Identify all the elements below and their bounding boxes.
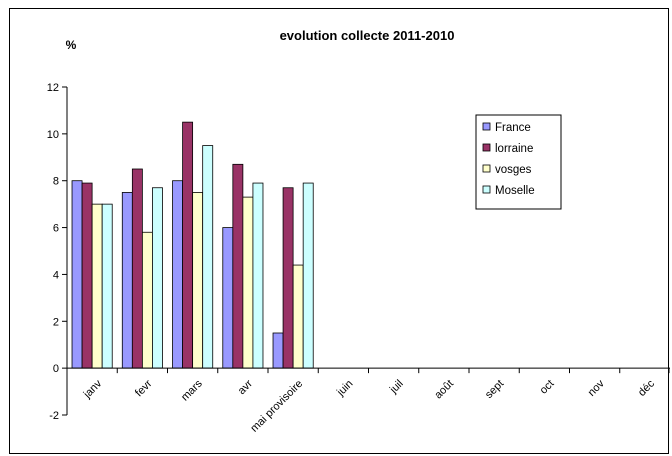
y-tick-label: 6	[53, 223, 59, 235]
x-tick-label: sept	[483, 378, 506, 401]
chart-frame: evolution collecte 2011-2010 % -2 0 2 4 6 8 10…	[9, 8, 670, 454]
y-tick-label: 4	[53, 269, 59, 281]
bar-lorraine-3	[232, 163, 244, 369]
bar-lorraine-4	[282, 187, 294, 369]
bar-vosges-0	[91, 203, 103, 369]
y-tick-label: 2	[53, 316, 59, 328]
y-tick-label: 0	[53, 363, 59, 375]
y-tick-label: 8	[53, 176, 59, 188]
bar-moselle-4	[302, 182, 314, 369]
x-tick-label: avr	[236, 378, 256, 398]
legend-label-france: France	[495, 122, 531, 134]
bars	[71, 121, 314, 369]
bar-lorraine-0	[81, 182, 93, 369]
bar-vosges-4	[292, 264, 304, 369]
legend-swatch-vosges	[482, 164, 491, 173]
bar-vosges-3	[242, 196, 254, 369]
chart-title: evolution collecte 2011-2010	[280, 28, 455, 43]
bar-france-0	[71, 180, 83, 369]
legend-swatch-lorraine	[482, 143, 491, 152]
legend-swatch-france	[482, 122, 491, 131]
y-axis-label: %	[66, 38, 77, 52]
legend-label-moselle: Moselle	[495, 185, 535, 197]
bar-france-1	[121, 192, 133, 369]
legend: France lorraine vosges Moselle	[475, 114, 562, 210]
x-tick-label: fevr	[133, 378, 155, 400]
bar-france-2	[172, 180, 183, 369]
x-tick-label: mars	[179, 377, 205, 403]
bar-france-3	[222, 227, 234, 369]
y-tick-label: 12	[47, 82, 59, 94]
bar-moselle-3	[252, 182, 264, 369]
x-tick-label: nov	[586, 377, 607, 398]
bar-moselle-2	[202, 145, 214, 369]
x-tick-label: juil	[387, 378, 406, 397]
bar-moselle-1	[152, 187, 163, 369]
y-tick-label: -2	[49, 410, 59, 422]
x-tick-label: oct	[538, 378, 557, 397]
legend-swatch-moselle	[482, 185, 491, 194]
bar-vosges-1	[141, 231, 153, 369]
chart-svg: evolution collecte 2011-2010 % -2 0 2 4 6 8 10…	[47, 28, 670, 435]
legend-label-lorraine: lorraine	[495, 143, 533, 155]
x-tick-label: août	[432, 378, 456, 402]
bar-vosges-2	[192, 192, 204, 369]
x-tick-label: janv	[81, 377, 105, 401]
y-tick-label: 10	[47, 129, 59, 141]
bar-lorraine-2	[182, 121, 194, 369]
y-ticks: -2 0 2 4 6 8 10 12	[47, 82, 67, 422]
x-tick-label: juin	[334, 378, 355, 399]
x-tick-label: déc	[636, 377, 657, 398]
bar-france-4	[272, 332, 284, 369]
x-tick-label: mai provisoire	[248, 378, 305, 435]
bar-moselle-0	[101, 203, 113, 369]
bar-lorraine-1	[131, 168, 143, 369]
legend-label-vosges: vosges	[495, 164, 532, 176]
